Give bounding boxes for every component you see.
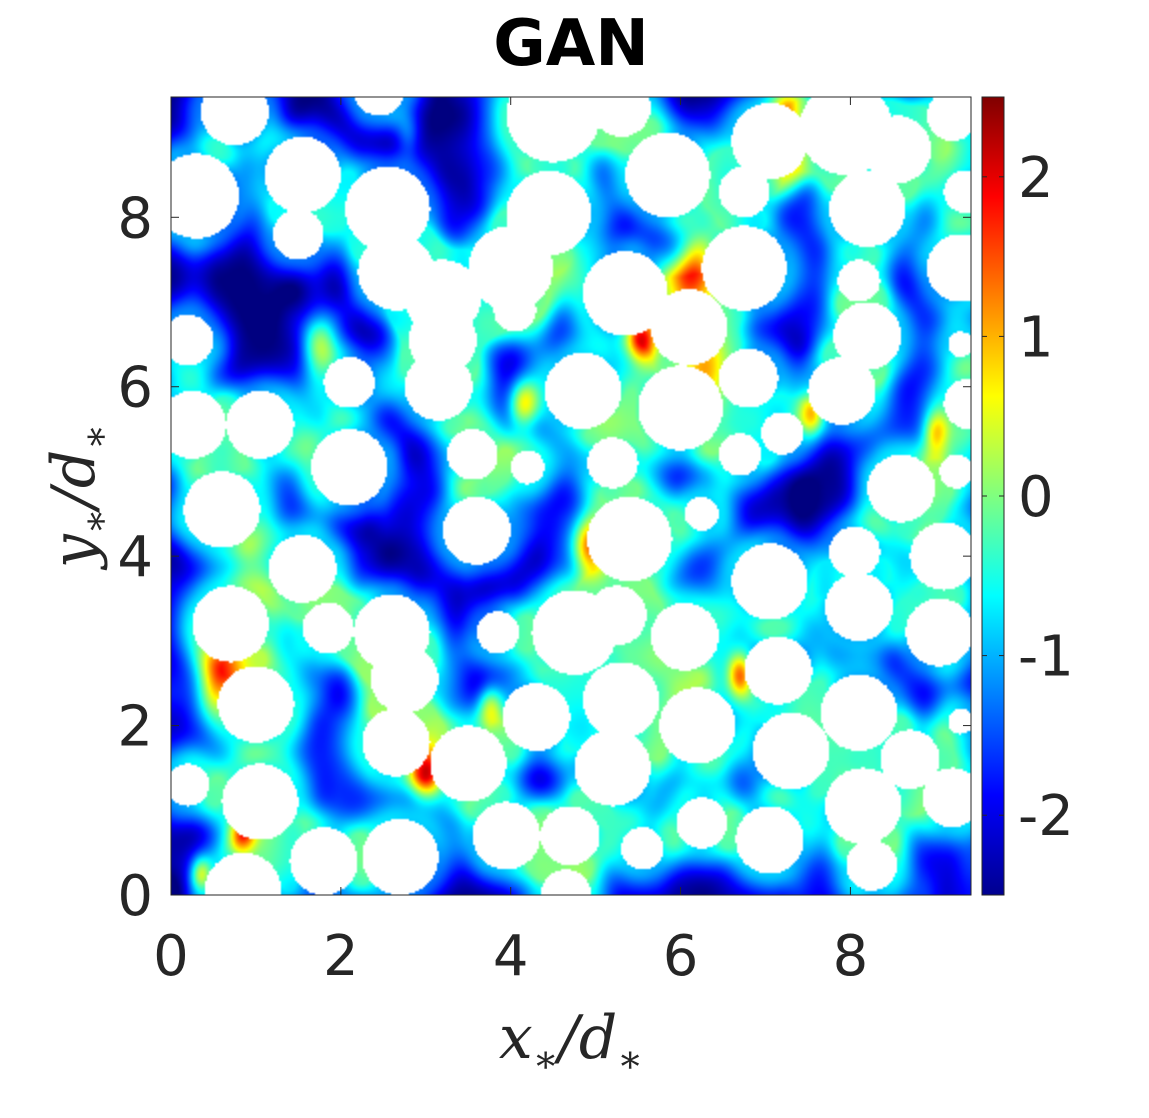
y-axis-label-sub: ∗ [73, 508, 117, 534]
colorbar-tick-label: 2 [1018, 146, 1054, 211]
colorbar-tick-label: 1 [1018, 305, 1054, 370]
colorbar-tick-label: 0 [1018, 465, 1054, 530]
x-axis-label-main: x [499, 1003, 533, 1073]
y-axis-label-den-sub: ∗ [73, 424, 117, 450]
x-tick-label: 8 [833, 924, 869, 989]
y-axis-ticks: 0 2 4 6 8 [117, 186, 971, 929]
x-tick-label: 2 [323, 924, 359, 989]
x-axis-label-den: d [579, 1003, 617, 1073]
y-tick-label: 2 [117, 695, 153, 760]
y-tick-label: 0 [117, 864, 153, 929]
y-tick-label: 6 [117, 356, 153, 421]
y-axis-label: y∗/d∗ [39, 424, 117, 571]
colorbar-tick-label: -1 [1018, 625, 1074, 690]
colorbar-ticks: -2 -1 0 1 2 [982, 146, 1074, 849]
field-colormap-image [171, 97, 971, 895]
x-tick-label: 0 [153, 924, 189, 989]
y-tick-label: 8 [117, 186, 153, 251]
x-axis-label-den-sub: ∗ [617, 1037, 643, 1081]
y-axis-label-main: y [39, 533, 109, 571]
y-axis-label-den: d [39, 450, 109, 488]
x-tick-label: 6 [663, 924, 699, 989]
plot-frame [170, 96, 972, 896]
x-axis-ticks: 0 2 4 6 8 [153, 97, 868, 989]
x-tick-label: 4 [493, 924, 529, 989]
plot-area [171, 97, 971, 895]
y-tick-label: 4 [117, 525, 153, 590]
x-axis-label-sub: ∗ [533, 1037, 559, 1081]
colorbar-tick-label: -2 [1018, 784, 1074, 849]
chart-title: GAN [493, 7, 649, 81]
x-axis-label: x∗/d∗ [499, 1003, 643, 1081]
